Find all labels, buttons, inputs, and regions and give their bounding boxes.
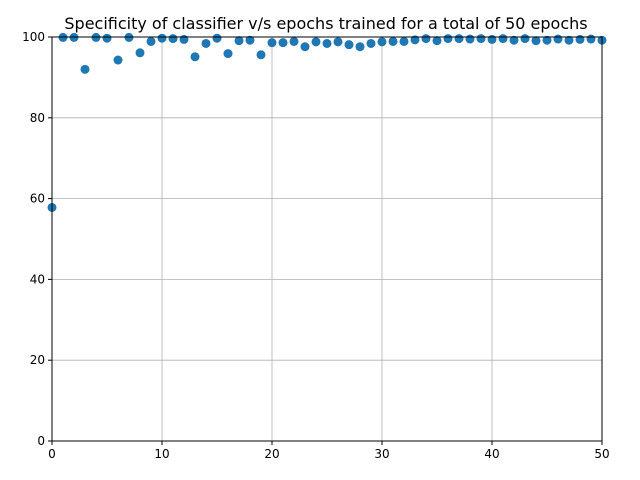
- data-point: [487, 34, 497, 44]
- data-point: [289, 36, 299, 46]
- x-tick-label: 20: [264, 447, 279, 461]
- data-point: [355, 42, 365, 52]
- data-point: [564, 35, 574, 45]
- data-point: [212, 33, 222, 43]
- data-point: [498, 34, 508, 44]
- data-point: [344, 40, 354, 50]
- y-tick-label: 20: [30, 353, 45, 367]
- data-point: [113, 55, 123, 65]
- data-point: [432, 36, 442, 46]
- x-tick-label: 50: [594, 447, 609, 461]
- y-axis-ticks: 0 20 40 60 80 100: [22, 30, 52, 448]
- data-point: [300, 42, 310, 52]
- x-tick-label: 40: [484, 447, 499, 461]
- data-point: [135, 48, 145, 58]
- data-point: [421, 34, 431, 44]
- data-point: [575, 34, 585, 44]
- data-point: [157, 33, 167, 43]
- data-point: [509, 35, 519, 45]
- data-point: [190, 52, 200, 62]
- data-point: [201, 38, 211, 48]
- data-point: [476, 34, 486, 44]
- data-point: [267, 38, 277, 48]
- data-point: [333, 37, 343, 47]
- data-point: [256, 50, 266, 60]
- x-tick-label: 30: [374, 447, 389, 461]
- data-point: [366, 38, 376, 48]
- y-tick-label: 40: [30, 272, 45, 286]
- data-point: [168, 34, 178, 44]
- data-point: [245, 35, 255, 45]
- data-point: [311, 37, 321, 47]
- y-tick-label: 100: [22, 30, 45, 44]
- data-point: [322, 38, 332, 48]
- data-point: [80, 64, 90, 74]
- y-tick-label: 80: [30, 111, 45, 125]
- data-point: [542, 35, 552, 45]
- data-point: [278, 38, 288, 48]
- data-point: [388, 36, 398, 46]
- data-point: [520, 34, 530, 44]
- data-point: [410, 35, 420, 45]
- data-point: [399, 36, 409, 46]
- data-point: [553, 34, 563, 44]
- data-point: [531, 36, 541, 46]
- grid-lines: [51, 36, 603, 442]
- data-point: [146, 36, 156, 46]
- x-tick-label: 10: [154, 447, 169, 461]
- data-points: [47, 32, 607, 212]
- chart-title: Specificity of classifier v/s epochs tra…: [64, 14, 587, 33]
- data-point: [179, 34, 189, 44]
- plot-frame: [51, 36, 603, 442]
- data-point: [223, 49, 233, 59]
- x-axis-ticks: 0 10 20 30 40 50: [48, 441, 610, 461]
- data-point: [586, 34, 596, 44]
- data-point: [102, 33, 112, 43]
- y-tick-label: 60: [30, 192, 45, 206]
- y-tick-label: 0: [37, 434, 45, 448]
- data-point: [377, 37, 387, 47]
- data-point: [454, 34, 464, 44]
- x-tick-label: 0: [48, 447, 56, 461]
- data-point: [465, 34, 475, 44]
- data-point: [443, 34, 453, 44]
- data-point: [234, 36, 244, 46]
